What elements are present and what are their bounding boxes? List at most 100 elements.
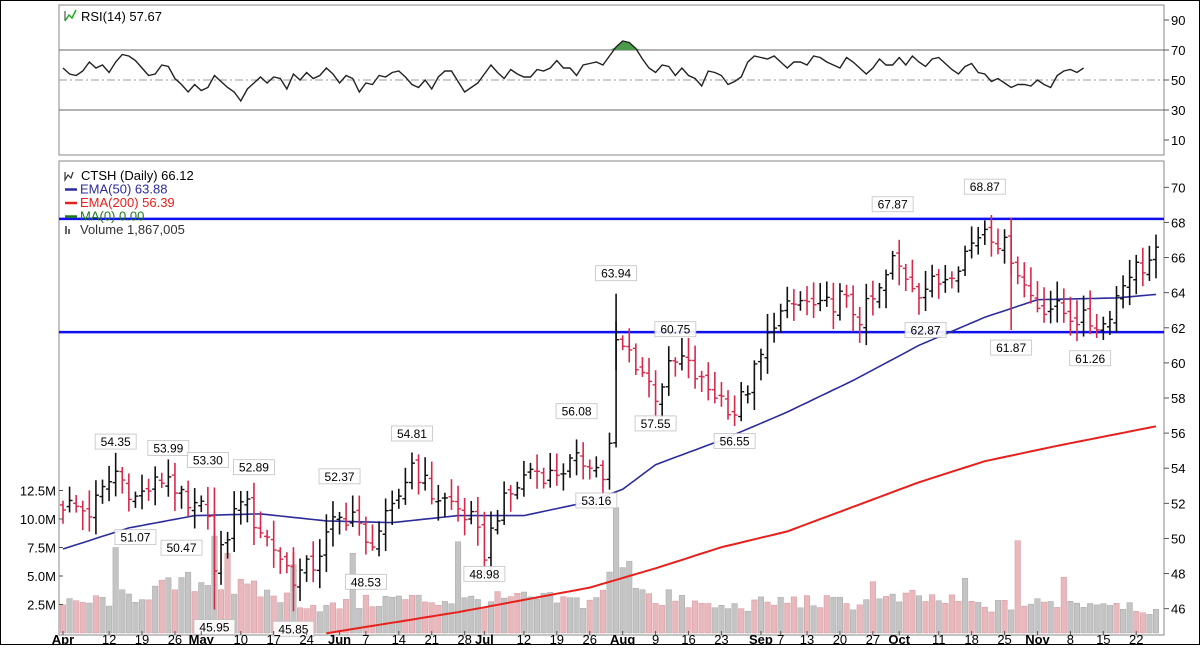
- ohlc-bar: [784, 286, 791, 319]
- volume-bar: [481, 607, 488, 634]
- ohlc-bar: [1113, 286, 1120, 333]
- price-annotation: 56.55: [713, 433, 756, 449]
- volume-bar: [323, 605, 330, 634]
- ohlc-bar: [1041, 287, 1048, 323]
- price-y-tick-label: 56: [1171, 426, 1185, 441]
- x-tick-label: 7: [362, 632, 369, 644]
- volume-bar: [962, 578, 969, 634]
- x-tick-label: Nov: [1025, 632, 1050, 644]
- volume-bar: [520, 591, 527, 634]
- ohlc-bar: [790, 289, 797, 321]
- ohlc-legend-icon: [64, 171, 74, 183]
- volume-bar: [948, 594, 955, 634]
- volume-bar: [343, 599, 350, 634]
- volume-bar: [553, 602, 560, 634]
- volume-bar: [935, 600, 942, 634]
- ohlc-bar: [264, 529, 271, 547]
- ohlc-bar: [929, 264, 936, 298]
- ohlc-bar: [711, 371, 718, 404]
- ohlc-bar: [850, 285, 857, 332]
- volume-bar: [1152, 608, 1160, 634]
- price-annotation-label: 45.85: [278, 622, 308, 636]
- ohlc-bar: [185, 480, 192, 517]
- x-tick-label: Jun: [328, 632, 351, 644]
- ohlc-bar: [297, 558, 304, 601]
- volume-bar: [376, 606, 383, 634]
- volume-bar: [1008, 609, 1015, 634]
- ohlc-bar: [534, 454, 541, 489]
- ohlc-bar: [810, 282, 817, 319]
- volume-bar: [764, 601, 771, 634]
- legend-label: CTSH (Daily) 66.12: [81, 168, 194, 183]
- volume-bar: [527, 596, 534, 634]
- volume-bar: [1126, 602, 1133, 634]
- volume-bar: [718, 605, 725, 634]
- ohlc-bar: [244, 490, 251, 523]
- ohlc-bar: [771, 312, 778, 343]
- ohlc-bar: [731, 395, 738, 427]
- ohlc-bar: [349, 495, 356, 528]
- ohlc-bar: [1100, 316, 1107, 340]
- volume-bar: [1001, 600, 1008, 634]
- volume-bars: [59, 507, 1160, 634]
- volume-bar: [66, 598, 73, 634]
- volume-bar: [883, 596, 890, 634]
- ohlc-bar: [461, 497, 468, 536]
- price-annotation-box: [160, 539, 203, 556]
- volume-bar: [626, 560, 633, 634]
- price-y-tick-label: 70: [1171, 180, 1185, 195]
- x-tick-label: 8: [1067, 632, 1074, 644]
- volume-bar: [586, 599, 593, 634]
- volume-bar: [902, 592, 909, 634]
- chart-icon: [64, 9, 77, 22]
- volume-legend-icon: [68, 229, 70, 234]
- x-tick-label: 18: [964, 632, 978, 644]
- ohlc-bar: [79, 500, 86, 531]
- ohlc-bar: [652, 370, 659, 416]
- volume-bar: [929, 594, 936, 634]
- ohlc-bar: [725, 390, 732, 420]
- ohlc-bar: [1001, 229, 1008, 264]
- x-tick-label: Oct: [888, 632, 910, 644]
- volume-y-tick-label: 2.5M: [27, 598, 56, 613]
- volume-bar: [922, 601, 929, 634]
- volume-bar: [725, 608, 732, 634]
- price-annotation: 48.53: [344, 573, 387, 590]
- volume-bar: [823, 595, 830, 634]
- price-annotation-box: [147, 439, 190, 456]
- ohlc-bar: [1027, 267, 1034, 304]
- ohlc-bar: [836, 283, 843, 321]
- ohlc-bar: [145, 478, 152, 501]
- volume-bar: [975, 602, 982, 634]
- ohlc-bar: [329, 501, 336, 547]
- ohlc-bar: [152, 466, 159, 506]
- price-annotation-label: 61.87: [996, 341, 1026, 355]
- price-annotation-box: [318, 468, 361, 485]
- ohlc-bar: [171, 462, 178, 511]
- ohlc-bar: [705, 362, 712, 401]
- ohlc-bar: [468, 500, 475, 525]
- ohlc-bar: [962, 245, 969, 277]
- ohlc-bar: [902, 263, 909, 291]
- price-annotation-label: 56.55: [720, 434, 750, 448]
- volume-bar: [988, 611, 995, 634]
- volume-bar: [1047, 601, 1054, 634]
- price-annotation: 51.07: [114, 529, 157, 546]
- ohlc-bar: [455, 485, 462, 522]
- volume-bar: [474, 599, 481, 634]
- volume-bar: [672, 600, 679, 634]
- ohlc-bar: [112, 452, 119, 497]
- ohlc-bar: [1153, 234, 1159, 279]
- price-annotation-label: 56.08: [562, 405, 592, 419]
- ohlc-bars: [60, 215, 1159, 612]
- volume-bar: [738, 608, 745, 634]
- ohlc-bar: [389, 490, 396, 525]
- volume-bar: [685, 607, 692, 634]
- price-annotation: 61.87: [990, 339, 1033, 356]
- x-tick-label: 23: [714, 632, 728, 644]
- volume-bar: [909, 589, 916, 634]
- volume-bar: [580, 608, 587, 634]
- volume-bar: [73, 600, 80, 634]
- ohlc-bar: [1106, 310, 1113, 335]
